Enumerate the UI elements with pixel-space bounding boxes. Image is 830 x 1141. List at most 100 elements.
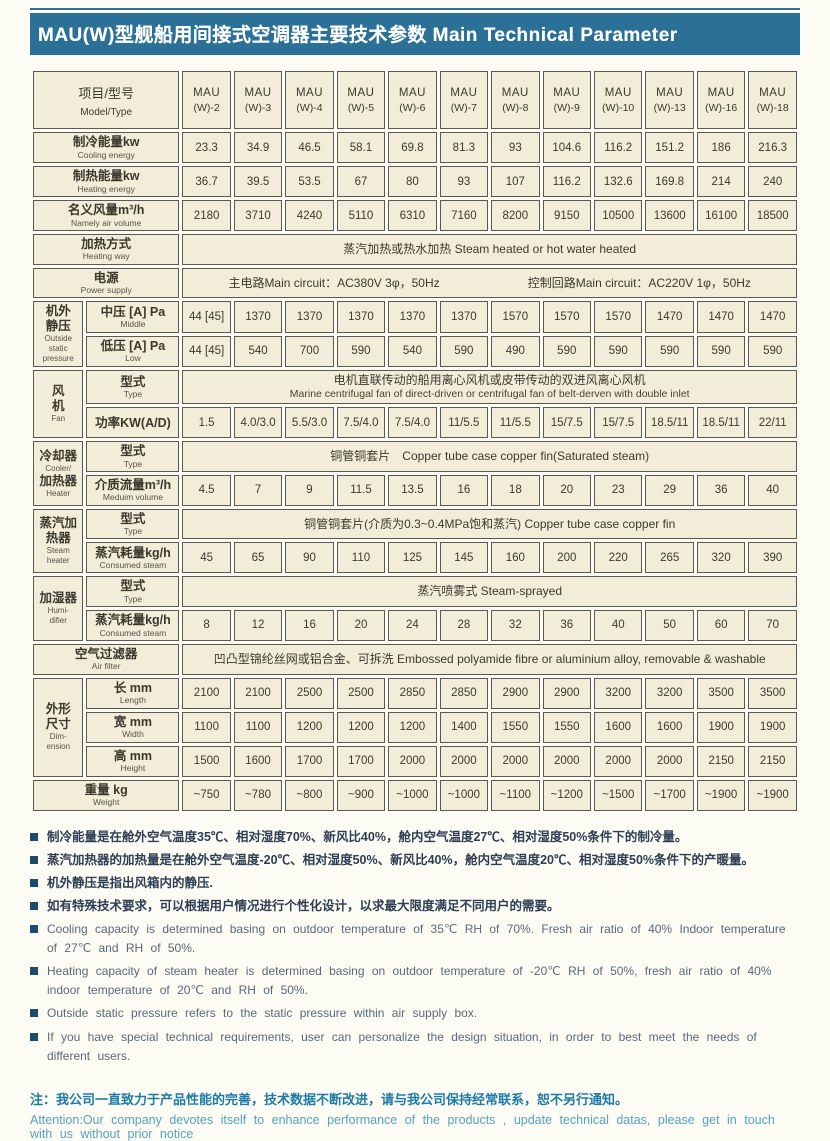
row-label-cell: 型式 Type	[86, 576, 180, 607]
row-label-cell: 蒸汽耗量kg/h Consumed steam	[86, 609, 180, 641]
footer: 注：我公司一直致力于产品性能的完善，技术数据不断改进，请与我公司保持经常联系，恕…	[30, 1089, 800, 1141]
group-label-line: heater	[46, 556, 70, 566]
note-item: Cooling capacity is determined basing on…	[30, 920, 800, 957]
value-cell: 2000	[645, 745, 694, 777]
group-label-line: Cooler/	[45, 463, 72, 473]
note-item: 机外静压是指出风箱内的静压.	[30, 874, 800, 892]
row-label-en: Middle	[120, 318, 146, 329]
bullet-square-icon	[30, 832, 38, 841]
value-cell: 7160	[439, 200, 489, 231]
row-label-cell: 中压 [A] Pa Middle	[86, 301, 180, 333]
group-label-line: 加热器	[39, 473, 77, 488]
model-name-line2: (W)-18	[756, 101, 789, 114]
value-cell: 1370	[336, 301, 386, 333]
value-cell: ~800	[285, 779, 334, 811]
value-cell: 10500	[594, 200, 643, 231]
value-cell: 1370	[285, 301, 334, 333]
model-name-line2: (W)-3	[244, 101, 272, 114]
value-cell: 9	[285, 474, 334, 506]
value-cell: 53.5	[285, 166, 334, 197]
value-cell: 1600	[594, 711, 643, 743]
span-content-cell: 铜管铜套片 Copper tube case copper fin(Satura…	[182, 441, 797, 472]
value-cell: 20	[336, 609, 386, 641]
value-cell: 214	[696, 166, 746, 197]
value-cell: 40	[748, 474, 797, 506]
span-line: 铜管铜套片 Copper tube case copper fin(Satura…	[330, 449, 650, 464]
value-cell: 169.8	[645, 166, 694, 197]
table-row: 高 mm Height 1500 1600 1700 1700 2000 2000 2000 20…	[33, 745, 797, 777]
table-row: 机外 静压 Outside static pressure 中压 [A] Pa Middle…	[33, 301, 797, 368]
span-line: 凹凸型锦纶丝网或铝合金、可拆洗 Embossed polyamide fibre…	[213, 651, 766, 666]
value-cell: ~1000	[439, 779, 489, 811]
note-item: Heating capacity of steam heater is dete…	[30, 962, 800, 999]
table-row: 冷却器 Cooler/加热器 Heater 型式 Type 铜管铜套片 Copper tu…	[33, 441, 797, 506]
row-label-zh: 低压 [A] Pa	[100, 339, 166, 354]
note-text: Heating capacity of steam heater is dete…	[47, 964, 772, 997]
model-header-cell: MAU (W)-6	[388, 71, 437, 129]
table-row: 电源 Power supply 主电路Main circuit：AC380V 3φ，…	[33, 267, 797, 299]
table-row: 名义风量m³/h Namely air volume 2180 3710 4240 511…	[33, 200, 797, 231]
model-name-line1: MAU	[707, 86, 735, 99]
value-cell: 18.5/11	[696, 407, 746, 439]
value-cell: 8	[182, 609, 231, 641]
value-cell: 4240	[285, 200, 334, 231]
model-name-line1: MAU	[501, 86, 529, 99]
group-label-cell: 蒸汽加 热器 Steam heater	[33, 508, 84, 574]
row-label-cell: 名义风量m³/h Namely air volume	[33, 200, 180, 231]
row-label-zh: 空气过滤器	[74, 646, 138, 661]
row-label-en: Power supply	[80, 284, 132, 295]
group-label-line: Humi-	[47, 606, 69, 616]
segment-text: 控制回路Main circuit：AC220V 1φ，50Hz	[527, 276, 751, 291]
span-content-cell: 主电路Main circuit：AC380V 3φ，50Hz 控制回路Main c…	[182, 267, 797, 299]
table-row: 加热方式 Heating way 蒸汽加热或热水加热 Steam heated or…	[33, 234, 797, 265]
row-label-zh: 宽 mm	[113, 714, 153, 729]
group-label-line: pressure	[42, 354, 74, 364]
row-label-zh: 中压 [A] Pa	[100, 304, 166, 319]
value-cell: 7	[233, 474, 283, 506]
value-cell: ~1700	[645, 779, 694, 811]
group-label-cell: 加湿器 Humi-difier	[33, 576, 84, 641]
corner-label-zh: 项目/型号	[78, 85, 134, 101]
value-cell: 6310	[388, 200, 437, 231]
value-cell: 2000	[491, 745, 540, 777]
table-row: 蒸汽加 热器 Steam heater 型式 Type 铜管铜套片(介质为0.3~0.4MP…	[33, 508, 797, 574]
value-cell: 590	[542, 335, 591, 368]
value-cell: ~1900	[748, 779, 797, 811]
value-cell: ~1500	[594, 779, 643, 811]
model-name-line1: MAU	[553, 86, 581, 99]
value-cell: 1200	[388, 711, 437, 743]
value-cell: 7.5/4.0	[388, 407, 437, 439]
model-name-line1: MAU	[244, 86, 272, 99]
value-cell: 93	[439, 166, 489, 197]
value-cell: 23	[594, 474, 643, 506]
group-label-line: 加湿器	[39, 591, 77, 606]
value-cell: 3500	[748, 677, 797, 709]
value-cell: 4.0/3.0	[233, 407, 283, 439]
value-cell: 67	[336, 166, 386, 197]
span-content-cell: 蒸汽加热或热水加热 Steam heated or hot water heat…	[182, 234, 797, 265]
table-row: 低压 [A] Pa Low 44 [45] 540 700 590 540 590 490 590…	[33, 335, 797, 368]
value-cell: 1700	[336, 745, 386, 777]
note-text: 如有特殊技术要求，可以根据用户情况进行个性化设计，以求最大限度满足不同用户的需要…	[47, 898, 560, 913]
spec-table: 项目/型号 Model/Type MAU (W)-2 MAU (W)-3 MAU (W)-4 M…	[30, 68, 800, 814]
value-cell: ~900	[336, 779, 386, 811]
row-label-cell: 型式 Type	[86, 441, 180, 472]
group-label-line: 蒸汽加	[39, 516, 77, 531]
model-header-cell: MAU (W)-4	[285, 71, 334, 129]
note-item: 如有特殊技术要求，可以根据用户情况进行个性化设计，以求最大限度满足不同用户的需要…	[30, 897, 800, 915]
note-text: 蒸汽加热器的加热量是在舱外空气温度-20℃、相对湿度50%、新风比40%，舱内空…	[47, 852, 755, 867]
table-row: 宽 mm Width 1100 1100 1200 1200 1200 1400 1550 155…	[33, 711, 797, 743]
value-cell: 1370	[388, 301, 437, 333]
table-row: 空气过滤器 Air filter 凹凸型锦纶丝网或铝合金、可拆洗 Embossed …	[33, 643, 797, 675]
value-cell: 15/7.5	[594, 407, 643, 439]
value-cell: 216.3	[748, 132, 797, 163]
row-label-en: Type	[123, 389, 143, 400]
value-cell: 1900	[696, 711, 746, 743]
row-label-cell: 蒸汽耗量kg/h Consumed steam	[86, 542, 180, 574]
value-cell: 1200	[336, 711, 386, 743]
value-cell: 700	[285, 335, 334, 368]
value-cell: 46.5	[285, 132, 334, 163]
table-row: 制热能量kw Heating energy 36.7 39.5 53.5 67 80 93 10…	[33, 166, 797, 197]
table-row: 功率KW(A/D) 1.5 4.0/3.0 5.5/3.0 7.5/4.0 7.5/4.0…	[33, 407, 797, 439]
model-name-line2: (W)-10	[602, 101, 635, 114]
